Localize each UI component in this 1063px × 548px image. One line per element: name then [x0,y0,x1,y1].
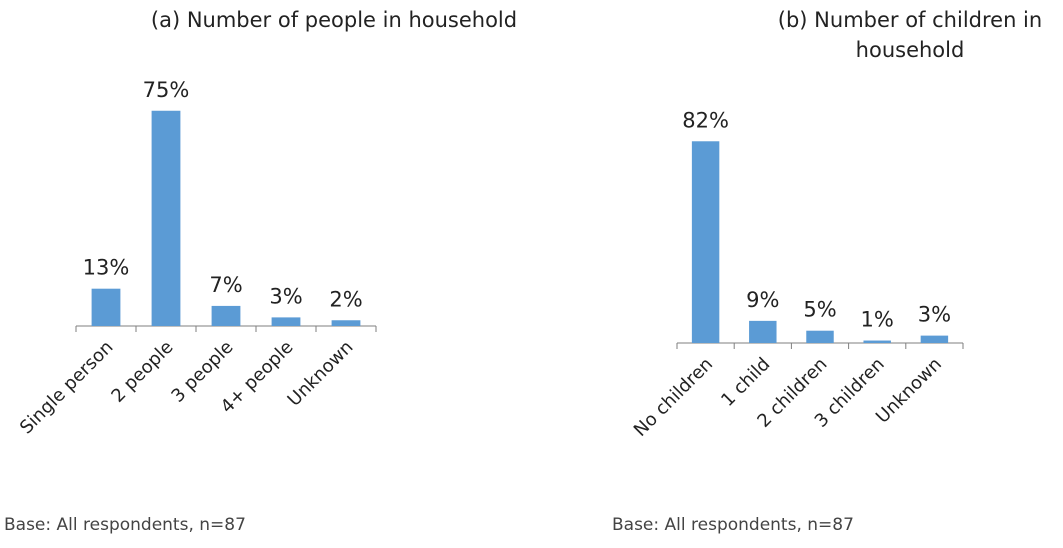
chart-title-line: (b) Number of children in [778,8,1042,32]
data-label: 7% [209,273,242,297]
data-label: 82% [682,108,729,132]
data-label: 3% [918,303,951,327]
bar-2-children [806,330,834,343]
data-label: 2% [329,287,362,311]
bar-unknown [331,320,361,326]
bar-no-children [691,141,720,343]
bar-3-people [211,305,241,326]
chart-title-line: household [856,38,965,62]
x-tick-label: 2 people [107,337,177,407]
x-tick-label: Single person [16,337,118,439]
data-label: 9% [746,288,779,312]
x-tick-label: No children [630,354,717,441]
data-label: 75% [143,78,190,102]
bar-3-children [863,340,891,343]
chart-title-line: (a) Number of people in household [151,8,517,32]
x-tick-label: 1 child [717,354,774,411]
bar-4-people [271,317,301,326]
base-note: Base: All respondents, n=87 [612,515,854,535]
data-label: 3% [269,284,302,308]
base-note: Base: All respondents, n=87 [4,515,246,535]
data-label: 5% [803,298,836,322]
data-label: 1% [861,308,894,332]
bar-single-person [91,288,121,326]
bar-1-child [749,320,777,343]
chart-people-in-household: (a) Number of people in household 13% Sing… [4,8,517,535]
bar-unknown [920,335,949,343]
data-label: 13% [83,256,130,280]
x-tick-label: Unknown [284,337,358,411]
chart-children-in-household: (b) Number of children in household 82% No … [612,8,1042,535]
bar-2-people [151,110,181,326]
